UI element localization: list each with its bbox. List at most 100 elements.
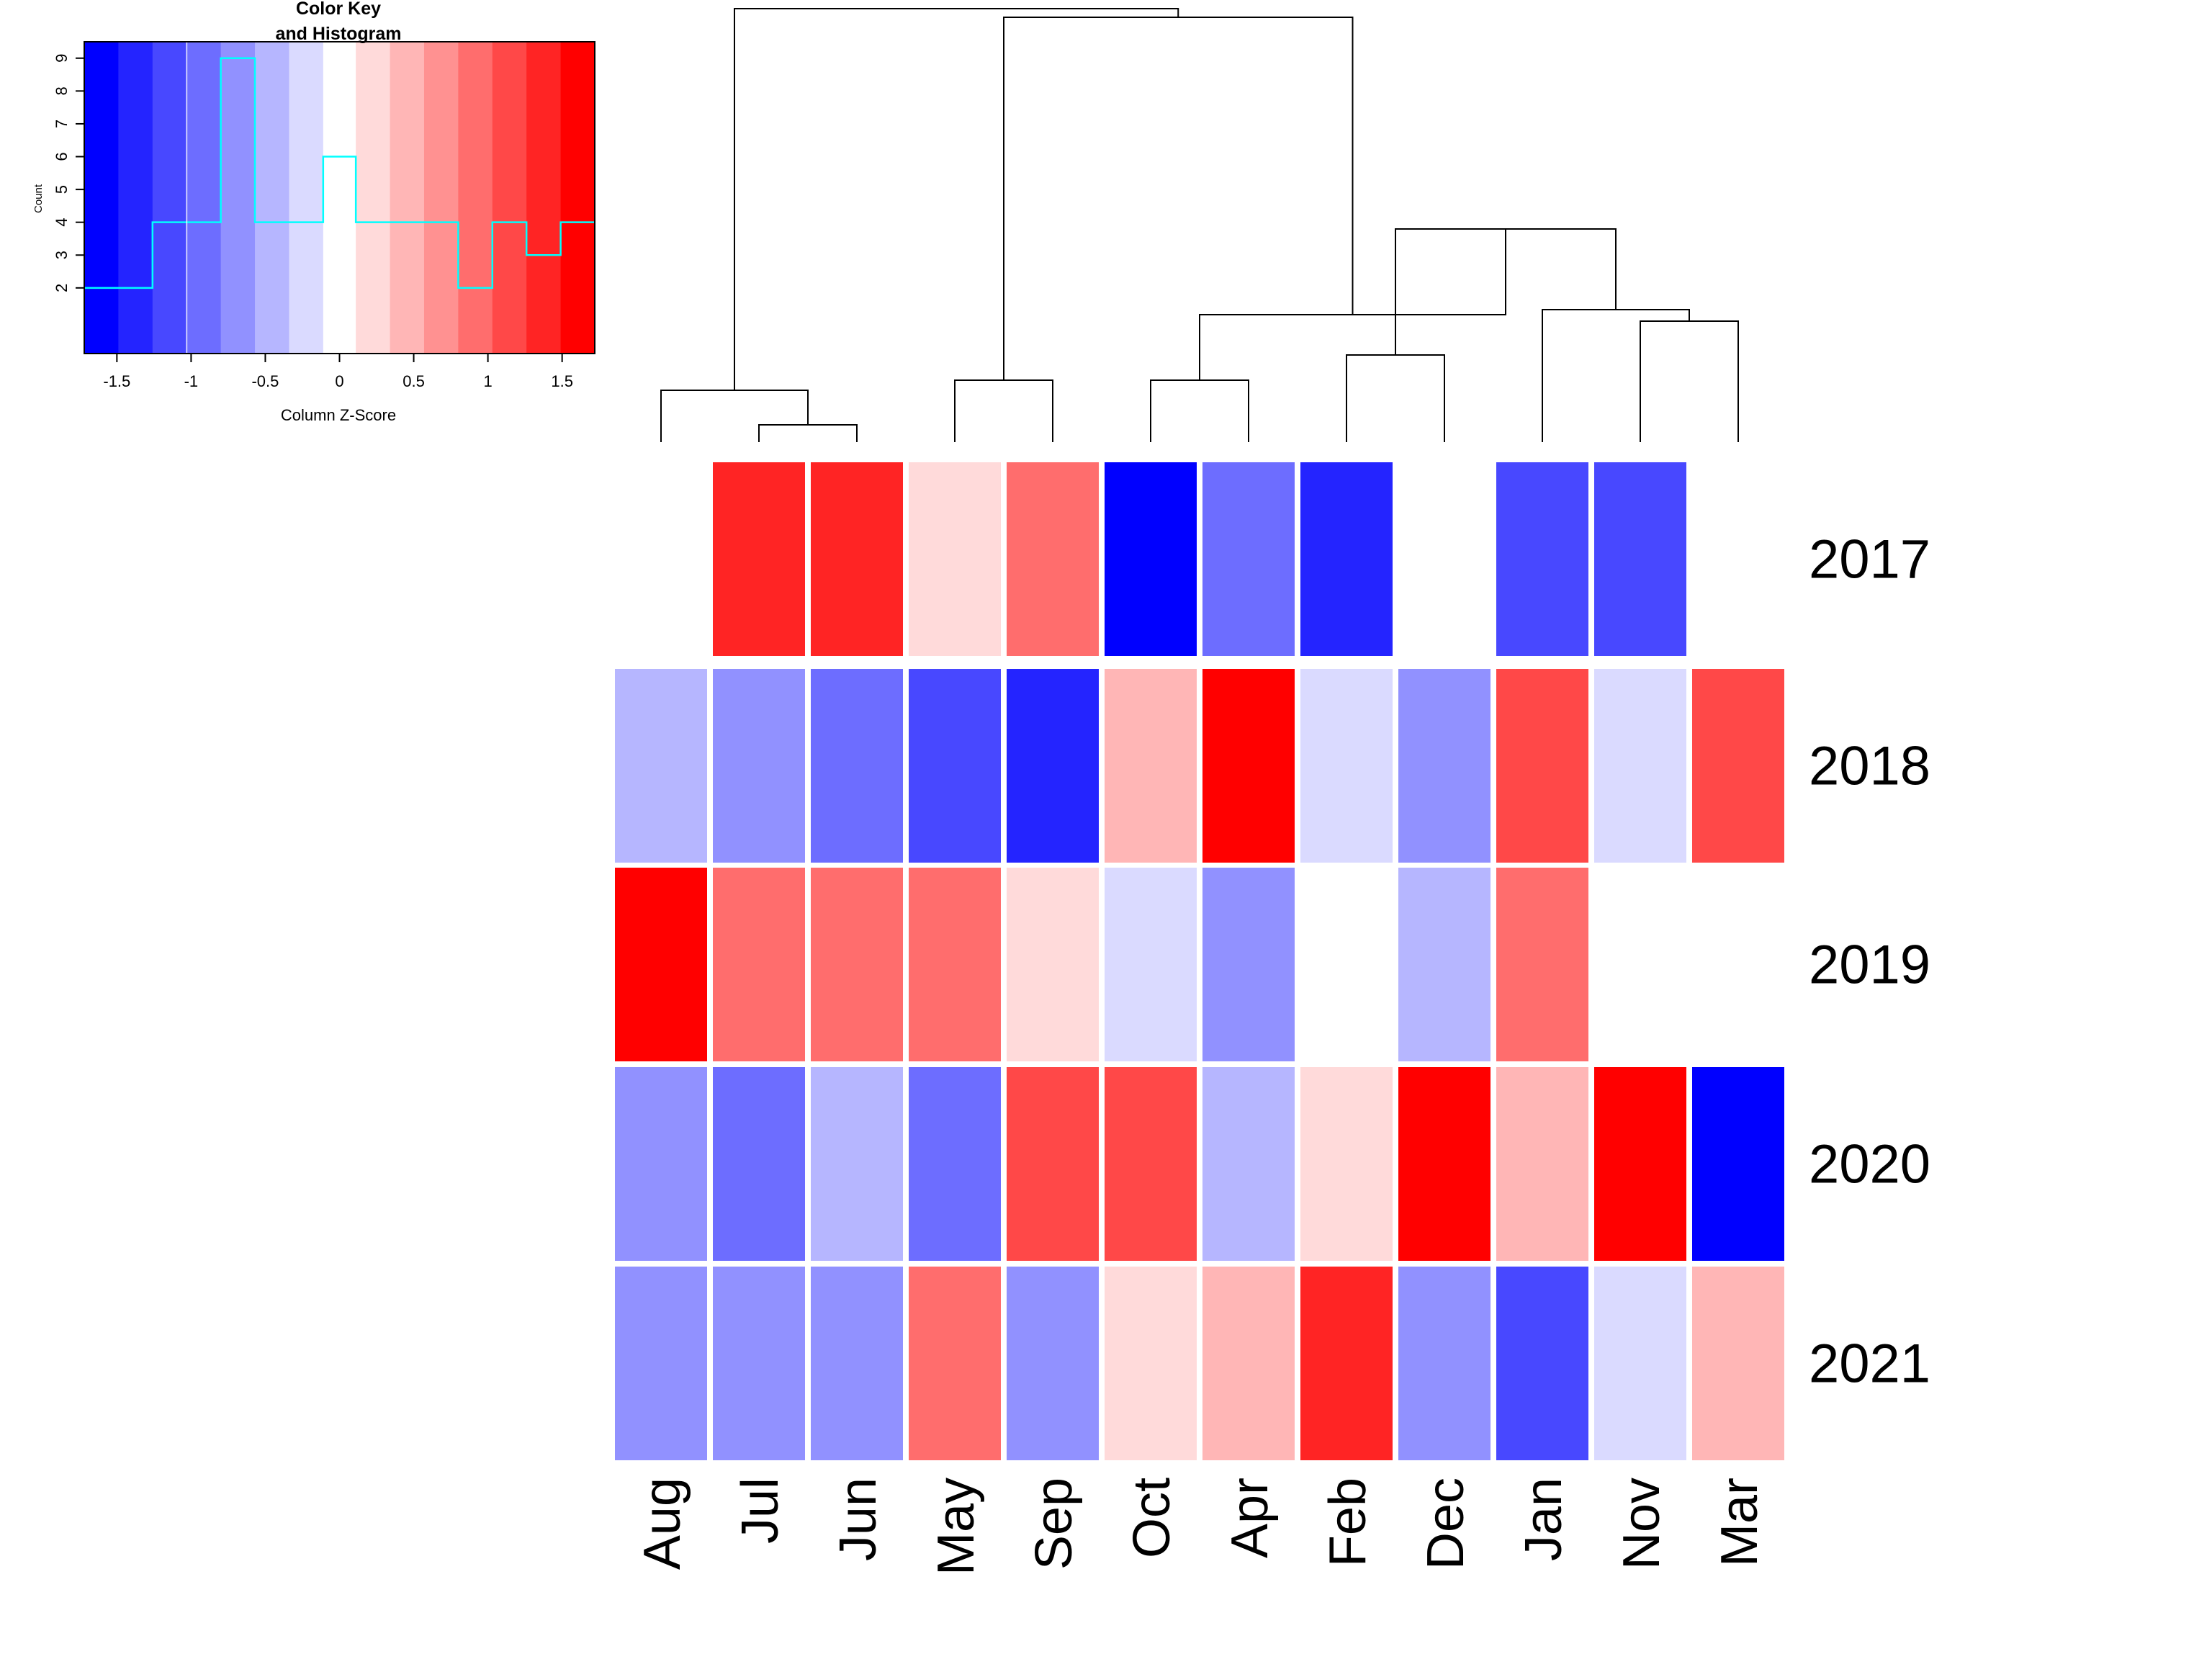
heatmap-cell — [1202, 669, 1295, 863]
column-label: Nov — [1613, 1478, 1671, 1570]
color-key-band — [323, 42, 356, 354]
heatmap-cell — [1300, 1067, 1393, 1261]
row-label: 2021 — [1809, 1334, 1930, 1395]
heatmap-cell — [713, 1067, 805, 1261]
heatmap-cell — [1007, 462, 1099, 656]
dendrogram-branch — [734, 8, 1179, 390]
heatmap-cell — [1007, 1067, 1099, 1261]
heatmap-cell — [811, 1067, 903, 1261]
color-key-band — [255, 42, 289, 354]
heatmap-cell — [1105, 868, 1197, 1061]
heatmap-cell — [1202, 462, 1295, 656]
color-key-x-tick-label: 0.5 — [403, 372, 425, 390]
color-key-band — [526, 42, 562, 354]
dendrogram-branch — [954, 379, 1053, 442]
heatmap-cell — [811, 669, 903, 863]
color-key-x-tick-label: 1.5 — [551, 372, 573, 390]
heatmap-cell — [615, 868, 707, 1061]
color-key-x-label: Column Z-Score — [281, 406, 396, 424]
row-labels: 2017 2018 2019 2020 2021 — [1809, 529, 1930, 1395]
heatmap-cell — [1594, 1267, 1686, 1460]
column-label: Jun — [830, 1478, 887, 1561]
color-key-bands — [84, 42, 595, 354]
column-dendrogram — [660, 8, 1739, 442]
heatmap-cell — [1105, 669, 1197, 863]
color-key-x-tick-label: -1.5 — [103, 372, 130, 390]
heatmap-cell — [1007, 868, 1099, 1061]
color-key-x-tick-label: -1 — [184, 372, 199, 390]
color-key-band — [458, 42, 493, 354]
heatmap-cell — [713, 669, 805, 863]
heatmap-cell — [1496, 1067, 1588, 1261]
heatmap-cell — [1202, 1067, 1295, 1261]
heatmap-cell — [713, 1267, 805, 1460]
color-key-band — [118, 42, 153, 354]
heatmap-cell — [1105, 1267, 1197, 1460]
dendrogram-branch — [1150, 379, 1249, 442]
dendrogram-branch — [1542, 309, 1690, 442]
heatmap-cell — [1398, 669, 1491, 863]
color-key-x-tick-label: -0.5 — [251, 372, 279, 390]
heatmap-cell — [1300, 462, 1393, 656]
column-label: Mar — [1711, 1478, 1768, 1567]
row-label: 2020 — [1809, 1134, 1930, 1195]
heatmap-cell — [1398, 1067, 1491, 1261]
color-key-band — [220, 42, 256, 354]
heatmap-cell — [1398, 868, 1491, 1061]
color-key-y-tick-label: 9 — [53, 54, 71, 63]
color-key-title-line1: Color Key — [296, 0, 381, 19]
color-key-x-axis: -1.5 -1 -0.5 0 0.5 1 1.5 — [103, 354, 573, 390]
heatmap-cell — [909, 868, 1001, 1061]
color-key-band — [492, 42, 527, 354]
color-key-x-tick-label: 1 — [483, 372, 492, 390]
color-key-band — [152, 42, 187, 354]
dendrogram-branch — [1003, 17, 1354, 380]
color-key-band — [289, 42, 324, 354]
heatmap-cell — [1496, 462, 1588, 656]
heatmap-cell — [615, 669, 707, 863]
column-label: Oct — [1123, 1478, 1181, 1558]
heatmap-cell — [1594, 462, 1686, 656]
color-key-y-tick-label: 6 — [53, 152, 71, 161]
heatmap-cell — [1007, 669, 1099, 863]
color-key-y-tick-label: 4 — [53, 218, 71, 227]
column-label: Aug — [634, 1478, 691, 1570]
heatmap-cell — [1105, 462, 1197, 656]
row-label: 2017 — [1809, 529, 1930, 590]
heatmap-cell — [811, 868, 903, 1061]
heatmap-cell — [1300, 669, 1393, 863]
color-key-band — [390, 42, 425, 354]
column-label: Jan — [1515, 1478, 1573, 1561]
color-key-y-tick-label: 5 — [53, 185, 71, 194]
heatmap-cell — [1496, 669, 1588, 863]
heatmap-cell — [1496, 868, 1588, 1061]
dendrogram-branch — [1346, 354, 1445, 442]
heatmap-cell — [1398, 1267, 1491, 1460]
color-key-y-tick-label: 2 — [53, 284, 71, 292]
column-label: May — [927, 1478, 985, 1575]
heatmap-cell — [1496, 1267, 1588, 1460]
color-key-band — [84, 42, 119, 354]
heatmap-cell — [909, 669, 1001, 863]
column-label: Dec — [1417, 1478, 1475, 1570]
column-label: Jul — [732, 1478, 789, 1544]
heatmap-cell — [1692, 1267, 1784, 1460]
dendrogram-branch — [1640, 320, 1739, 442]
heatmap-cell — [1692, 669, 1784, 863]
color-key-x-tick-label: 0 — [335, 372, 343, 390]
column-label: Feb — [1319, 1478, 1377, 1567]
color-key-y-tick-label: 7 — [53, 120, 71, 128]
heatmap-cell — [615, 1067, 707, 1261]
color-key-y-label: Count — [32, 184, 45, 213]
heatmap-cell — [1300, 1267, 1393, 1460]
heatmap-cell — [1105, 1067, 1197, 1261]
dendrogram-branch — [660, 390, 809, 442]
color-key-y-tick-label: 3 — [53, 251, 71, 259]
heatmap-cell — [909, 1067, 1001, 1261]
heatmap-cell — [1692, 1067, 1784, 1261]
color-key-band — [560, 42, 595, 354]
heatmap-cell — [1594, 1067, 1686, 1261]
heatmap-cells — [615, 462, 1784, 1460]
heatmap-cell — [811, 1267, 903, 1460]
